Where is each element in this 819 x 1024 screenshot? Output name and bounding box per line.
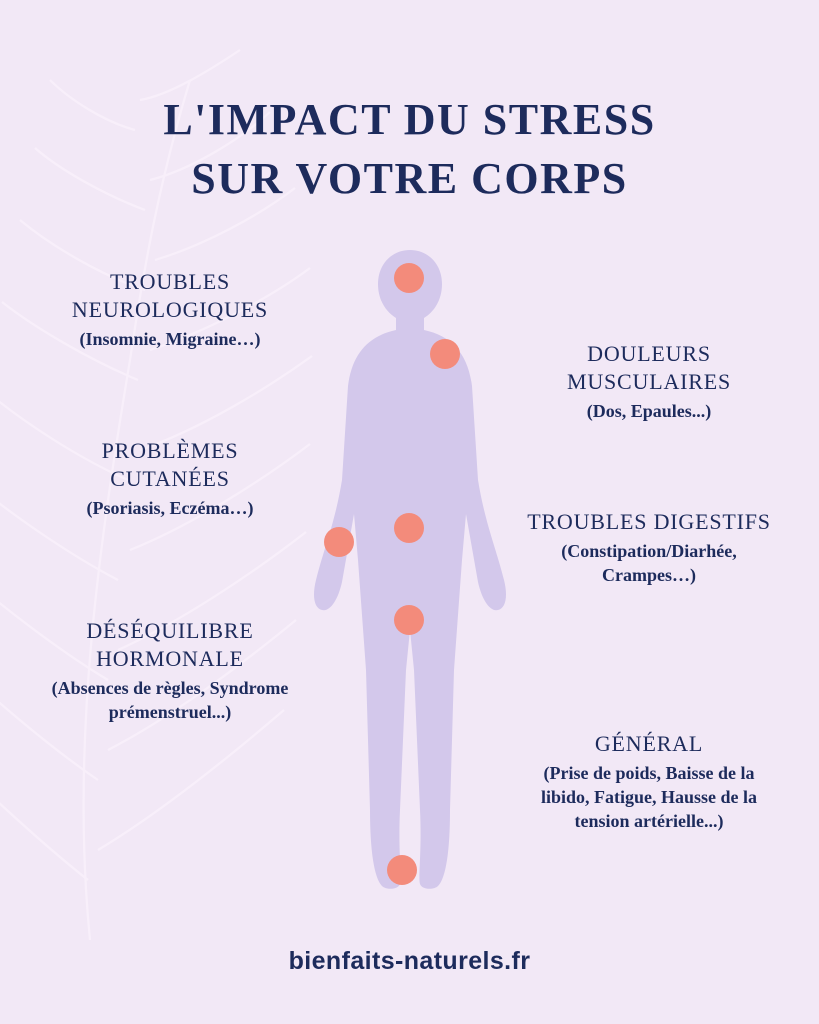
label-hormonal-title: DÉSÉQUILIBRE HORMONALE: [40, 617, 300, 673]
label-general: GÉNÉRAL (Prise de poids, Baisse de la li…: [519, 730, 779, 833]
label-digestive-sub: (Constipation/Diarhée, Crampes…): [519, 540, 779, 588]
label-hormonal-sub: (Absences de règles, Syndrome prémenstru…: [40, 677, 300, 725]
dot-stomach: [394, 513, 424, 543]
label-digestive-title: TROUBLES DIGESTIFS: [519, 508, 779, 536]
label-skin-sub: (Psoriasis, Eczéma…): [40, 497, 300, 521]
title-line-1: L'IMPACT DU STRESS: [0, 90, 819, 149]
label-muscular-title: DOULEURS MUSCULAIRES: [519, 340, 779, 396]
label-neurological-title: TROUBLES NEUROLOGIQUES: [40, 268, 300, 324]
label-muscular-sub: (Dos, Epaules...): [519, 400, 779, 424]
dot-shoulder: [430, 339, 460, 369]
dot-head: [394, 263, 424, 293]
label-general-sub: (Prise de poids, Baisse de la libido, Fa…: [519, 762, 779, 833]
body-silhouette: [310, 250, 510, 890]
label-general-title: GÉNÉRAL: [519, 730, 779, 758]
dot-pelvis: [394, 605, 424, 635]
label-neurological: TROUBLES NEUROLOGIQUES (Insomnie, Migrai…: [40, 268, 300, 352]
footer-website: bienfaits-naturels.fr: [0, 947, 819, 976]
label-skin: PROBLÈMES CUTANÉES (Psoriasis, Eczéma…): [40, 437, 300, 521]
label-skin-title: PROBLÈMES CUTANÉES: [40, 437, 300, 493]
label-muscular: DOULEURS MUSCULAIRES (Dos, Epaules...): [519, 340, 779, 424]
dot-ankle: [387, 855, 417, 885]
page-title: L'IMPACT DU STRESS SUR VOTRE CORPS: [0, 90, 819, 209]
title-line-2: SUR VOTRE CORPS: [0, 149, 819, 208]
dot-elbow: [324, 527, 354, 557]
label-hormonal: DÉSÉQUILIBRE HORMONALE (Absences de règl…: [40, 617, 300, 725]
label-digestive: TROUBLES DIGESTIFS (Constipation/Diarhée…: [519, 508, 779, 588]
label-neurological-sub: (Insomnie, Migraine…): [40, 328, 300, 352]
